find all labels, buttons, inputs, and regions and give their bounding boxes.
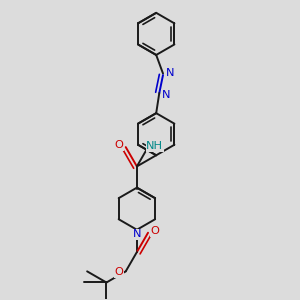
Text: N: N	[162, 90, 170, 100]
Text: O: O	[115, 140, 123, 150]
Text: N: N	[166, 68, 174, 78]
Text: O: O	[150, 226, 159, 236]
Text: NH: NH	[146, 141, 164, 151]
Text: O: O	[115, 267, 123, 277]
Text: N: N	[133, 230, 141, 239]
